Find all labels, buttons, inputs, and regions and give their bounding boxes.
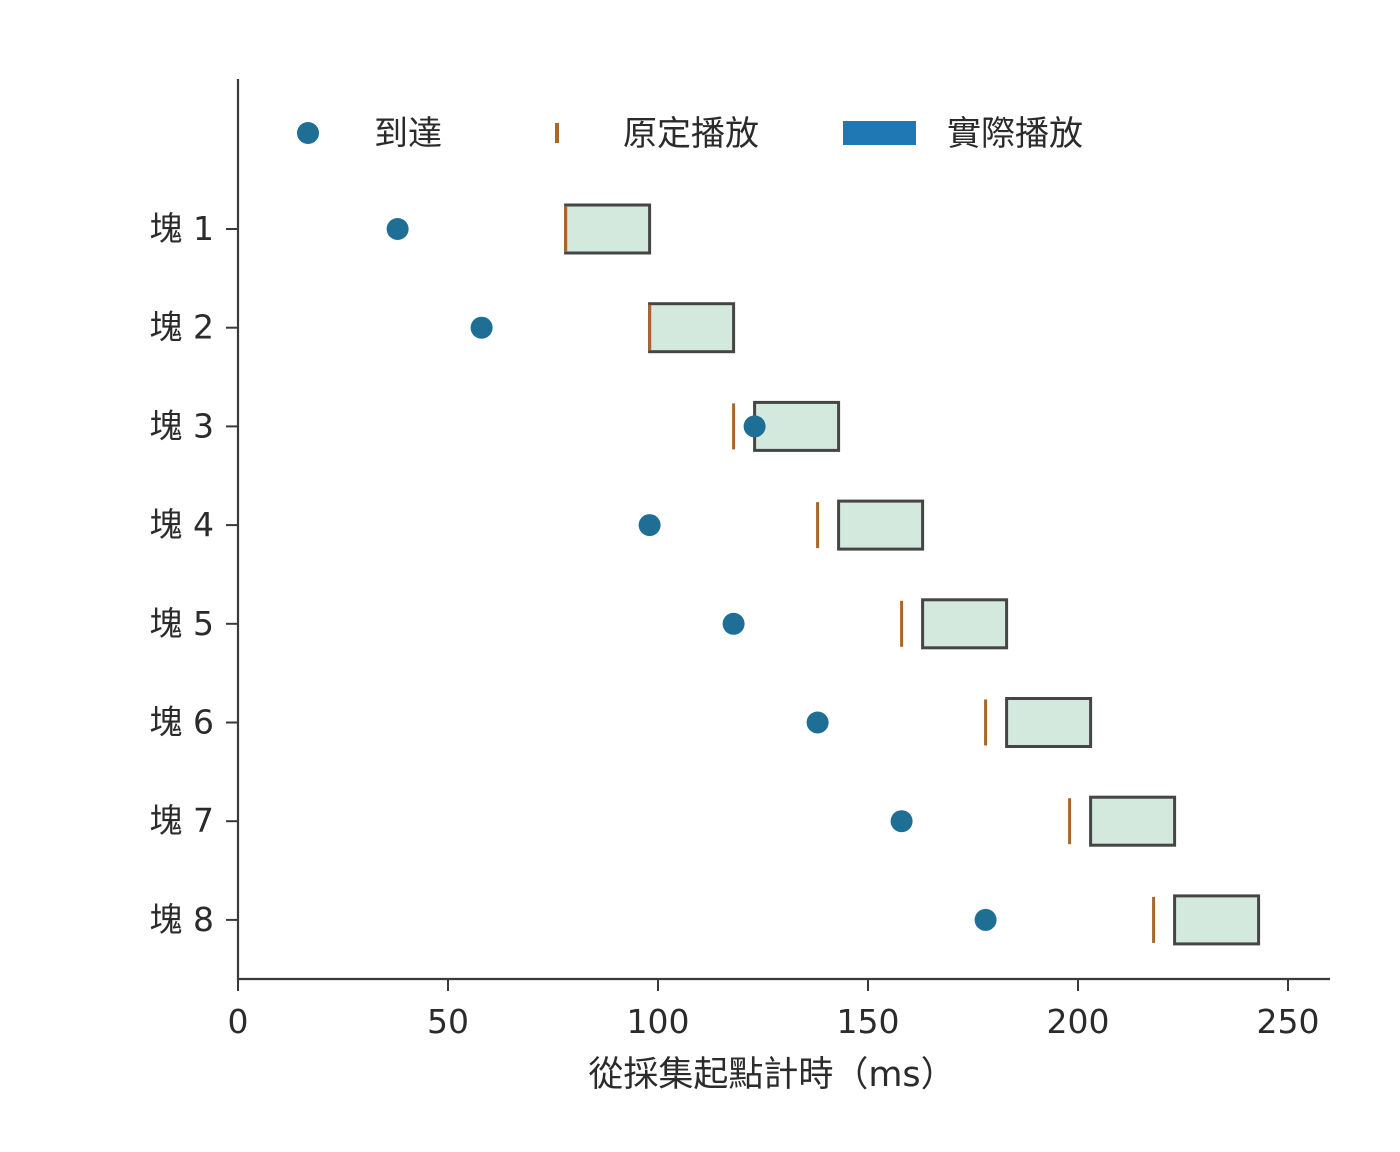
x-axis-title: 從採集起點計時（ms） [588, 1055, 955, 1095]
y-tick-label-3: 塊 3 [150, 406, 215, 445]
actual-playback-bar-5 [921, 598, 1009, 650]
legend: 到達 原定播放 實際播放 [297, 114, 1083, 154]
y-tick-label-7: 塊 7 [150, 801, 215, 840]
y-axis-ticks: 塊 1 塊 2 塊 3 塊 4 塊 5 塊 6 塊 7 塊 8 [150, 209, 238, 939]
x-tick-label-100: 100 [627, 1002, 690, 1041]
x-tick-label-50: 50 [427, 1002, 469, 1041]
actual-playback-bar-1 [564, 203, 652, 255]
arrival-point-6 [806, 711, 829, 734]
arrival-point-8 [974, 908, 997, 931]
y-tick-label-4: 塊 4 [150, 505, 215, 544]
actual-playback-bar-4 [837, 499, 925, 551]
actual-playback-bar-2 [648, 302, 736, 354]
arrival-point-7 [890, 810, 913, 833]
arrival-point-1 [386, 218, 409, 240]
x-tick-label-250: 250 [1257, 1002, 1320, 1041]
actual-playback-bar-8 [1173, 894, 1261, 946]
actual-playback-bar-3 [753, 400, 841, 452]
legend-actual-marker [843, 121, 916, 145]
x-axis-ticks: 0 50 100 150 200 250 [228, 979, 1320, 1041]
y-tick-label-2: 塊 2 [150, 308, 215, 347]
legend-scheduled-label: 原定播放 [623, 114, 759, 154]
x-tick-label-150: 150 [837, 1002, 900, 1041]
legend-arrival-marker [297, 122, 319, 144]
arrival-point-5 [722, 612, 745, 635]
legend-actual-label: 實際播放 [947, 114, 1083, 154]
x-tick-label-0: 0 [228, 1002, 249, 1041]
arrival-point-3 [743, 415, 766, 438]
plot-area [386, 203, 1261, 946]
actual-playback-bar-7 [1089, 795, 1177, 847]
y-tick-label-1: 塊 1 [150, 209, 215, 248]
arrival-point-2 [470, 316, 493, 339]
y-tick-label-6: 塊 6 [150, 703, 215, 742]
y-tick-label-8: 塊 8 [150, 900, 215, 939]
actual-playback-bar-6 [1005, 697, 1093, 748]
x-tick-label-200: 200 [1047, 1002, 1110, 1041]
arrival-point-4 [638, 514, 661, 537]
legend-arrival-label: 到達 [374, 114, 442, 154]
y-tick-label-5: 塊 5 [150, 604, 215, 643]
